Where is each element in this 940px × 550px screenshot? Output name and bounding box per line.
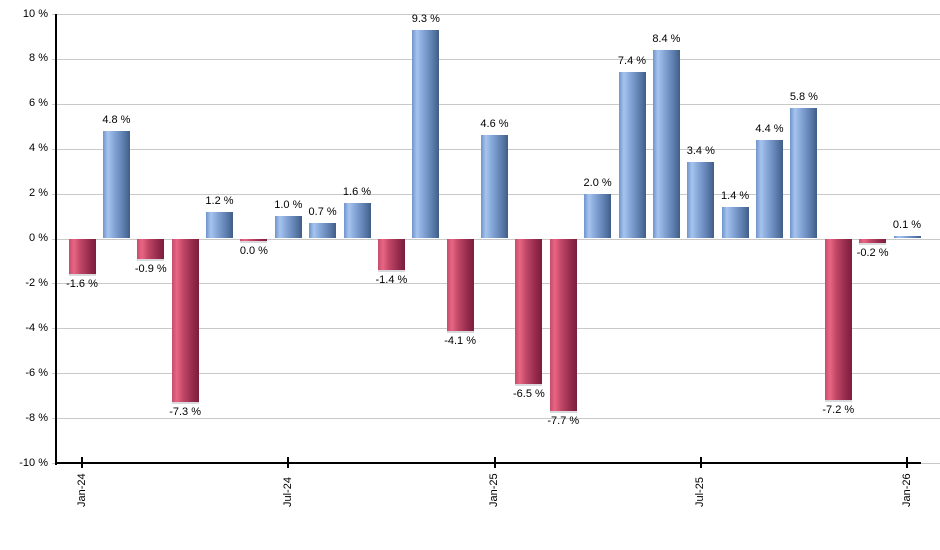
bar — [309, 222, 337, 239]
bar — [687, 162, 715, 239]
bar-value-label: -0.2 % — [856, 247, 889, 259]
bar-value-label: -0.9 % — [134, 262, 167, 275]
x-axis-tick — [699, 457, 702, 468]
y-axis-line — [55, 14, 57, 465]
bar — [481, 135, 508, 239]
bar — [206, 211, 233, 239]
gridline — [52, 238, 940, 240]
gridline — [52, 328, 940, 330]
bar-value-label: 8.4 % — [652, 32, 681, 45]
bar — [756, 139, 783, 239]
gridline — [52, 103, 940, 105]
bar — [274, 216, 302, 239]
bar-value-label: 0.7 % — [308, 205, 337, 218]
y-tick-label: -6 % — [25, 366, 48, 379]
bar-value-label: 3.4 % — [686, 145, 715, 158]
bar — [102, 130, 130, 239]
y-tick-label: -2 % — [25, 276, 48, 289]
y-tick-label: -8 % — [25, 411, 48, 424]
bar-value-label: -6.5 % — [512, 388, 545, 401]
y-tick-label: 0 % — [29, 232, 48, 244]
x-axis-tick — [287, 457, 290, 468]
gridline — [52, 58, 940, 60]
bar — [171, 238, 199, 405]
bar — [824, 238, 852, 403]
y-tick-label: -4 % — [25, 321, 48, 334]
bar-value-label: -7.7 % — [547, 415, 580, 428]
bar-value-label: 1.0 % — [274, 199, 303, 212]
bar-value-label: 4.6 % — [480, 118, 509, 131]
bar-value-label: 1.6 % — [342, 185, 372, 198]
x-tick-label: Jan-24 — [75, 473, 88, 507]
y-tick-label: 8 % — [29, 52, 48, 65]
x-axis-tick — [81, 457, 83, 468]
bar — [343, 202, 371, 239]
bar-value-label: -7.3 % — [169, 406, 201, 419]
bar — [584, 193, 612, 239]
x-tick-label: Jul-24 — [281, 477, 294, 507]
bar — [412, 29, 440, 239]
bar — [549, 238, 577, 414]
x-tick-label: Jul-25 — [694, 477, 707, 507]
bar-value-label: 1.2 % — [205, 194, 234, 207]
bar — [790, 108, 818, 239]
bar — [137, 238, 165, 261]
bar — [721, 207, 749, 239]
bar — [652, 49, 680, 239]
bar — [618, 72, 646, 239]
bar — [68, 238, 96, 277]
bar-value-label: -7.2 % — [822, 404, 855, 417]
x-tick-label: Jan-25 — [488, 473, 500, 507]
bar-value-label: 0.0 % — [239, 244, 268, 257]
bar-value-label: 2.0 % — [583, 176, 612, 189]
y-tick-label: 4 % — [29, 142, 48, 155]
bar-value-label: 5.8 % — [789, 91, 818, 104]
bar-value-label: -1.4 % — [375, 273, 408, 286]
x-axis-line — [55, 462, 921, 464]
bar — [859, 238, 887, 245]
x-axis-tick — [493, 457, 496, 468]
bar-value-label: -4.1 % — [444, 334, 476, 347]
gridline — [52, 418, 940, 420]
bar — [377, 238, 405, 272]
bar — [240, 238, 268, 243]
bar — [446, 238, 474, 333]
bar-value-label: 7.4 % — [617, 55, 647, 68]
bar-value-label: 0.1 % — [892, 219, 922, 232]
bar-value-label: 4.4 % — [755, 122, 784, 135]
y-tick-label: -10 % — [19, 456, 48, 469]
bar — [515, 238, 543, 387]
bar-value-label: -1.6 % — [66, 278, 98, 291]
x-axis-tick — [906, 457, 908, 468]
bar-value-label: 9.3 % — [411, 12, 440, 25]
x-tick-label: Jan-26 — [900, 473, 913, 507]
y-tick-label: 2 % — [29, 187, 48, 200]
gridline — [52, 283, 940, 285]
y-tick-label: 6 % — [29, 97, 48, 110]
bar-value-label: 1.4 % — [721, 190, 750, 203]
gridline — [52, 14, 940, 15]
gridline — [52, 373, 940, 375]
bar — [893, 236, 921, 239]
bar-value-label: 4.8 % — [102, 113, 131, 126]
y-tick-label: 10 % — [22, 7, 48, 20]
